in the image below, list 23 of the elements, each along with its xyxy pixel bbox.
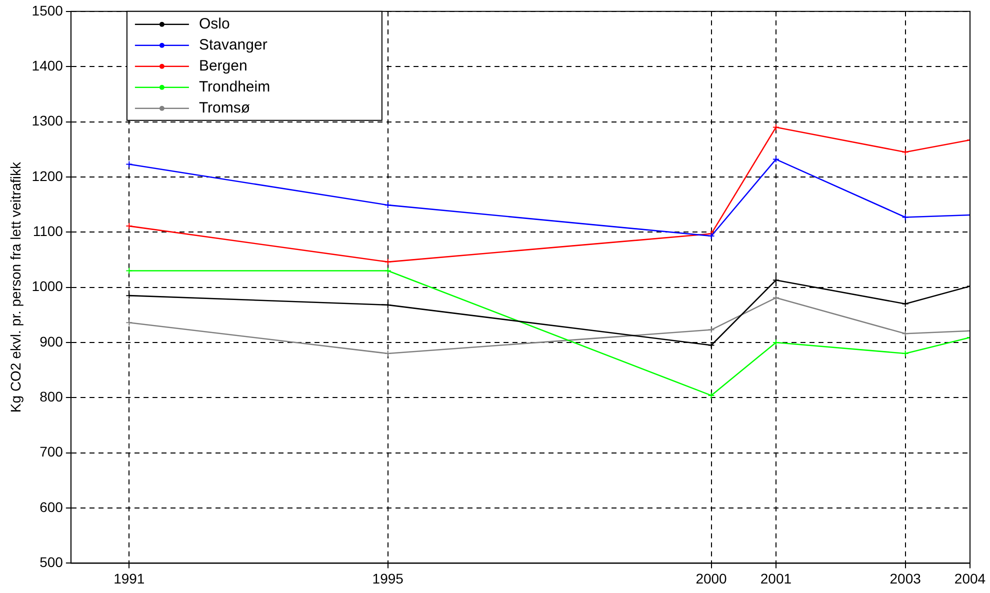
y-tick-label: 500 [40,554,64,570]
y-tick-label: 1100 [32,222,64,239]
y-axis-title: Kg CO2 ekvl. pr. person fra lett veitrafikk [7,161,24,413]
legend-label: Tromsø [198,100,250,117]
y-tick-label: 1000 [32,278,64,294]
x-tick-label: 2004 [954,570,986,586]
legend-label: Stavanger [198,36,268,54]
y-tick-label: 900 [40,333,64,350]
legend-label: Oslo [198,16,230,33]
y-tick-label: 800 [40,388,64,405]
x-tick-label: 2000 [696,570,728,586]
y-tick-label: 600 [40,498,64,515]
legend-label: Bergen [198,58,248,75]
x-tick-label: 1991 [114,570,145,586]
y-tick-label: 1300 [32,112,64,129]
y-tick-label: 1500 [32,2,64,18]
y-tick-label: 1200 [32,168,64,184]
y-tick-label: 1400 [32,57,64,74]
x-tick-label: 2003 [890,570,922,586]
x-tick-label: 2001 [760,570,792,586]
x-tick-label: 1995 [372,570,404,586]
y-tick-label: 700 [40,444,64,460]
legend-label: Trondheim [198,78,270,96]
